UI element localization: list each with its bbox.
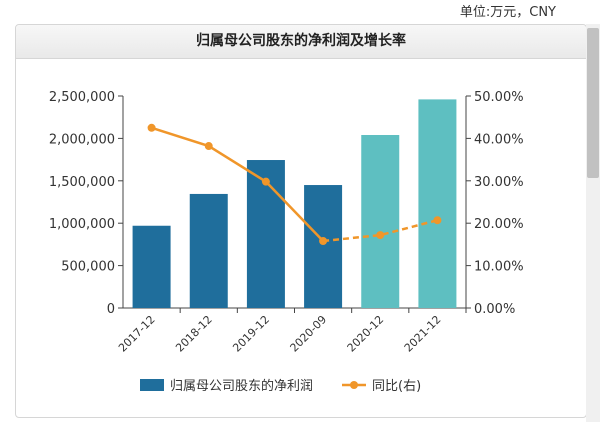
x-tick-label: 2017-12 [116, 313, 158, 355]
unit-label: 单位:万元，CNY [459, 5, 556, 20]
growth-line-actual [151, 126, 324, 242]
growth-point [376, 231, 385, 240]
y-right-tick-label: 20.00% [474, 217, 524, 232]
legend-marker-growth [350, 381, 358, 389]
bar [132, 225, 171, 308]
y-left-tick-label: 1,000,000 [49, 217, 115, 232]
legend-label-profit: 归属母公司股东的净利润 [170, 378, 313, 394]
bar [189, 193, 228, 308]
y-left-tick-label: 500,000 [61, 260, 115, 275]
y-left-tick-label: 2,000,000 [49, 132, 115, 147]
growth-point [319, 237, 328, 246]
y-left-tick-label: 1,500,000 [49, 175, 115, 190]
growth-point [147, 123, 156, 132]
scrollbar-thumb[interactable] [587, 28, 599, 178]
bar [361, 135, 400, 308]
x-tick-label: 2019-12 [230, 313, 272, 355]
x-tick-label: 2020-09 [288, 313, 330, 355]
y-left-tick-label: 2,500,000 [49, 90, 115, 105]
x-tick-label: 2018-12 [173, 313, 215, 355]
y-right-tick-label: 10.00% [474, 260, 524, 275]
growth-point [261, 177, 270, 186]
y-right-tick-label: 50.00% [474, 90, 524, 105]
legend-label-growth: 同比(右) [372, 379, 421, 394]
y-right-tick-label: 40.00% [474, 132, 524, 147]
x-tick-label: 2021-12 [402, 313, 444, 355]
chart-title: 归属母公司股东的净利润及增长率 [16, 25, 586, 59]
vertical-scrollbar[interactable] [586, 24, 600, 422]
growth-point [433, 216, 442, 225]
bar [304, 185, 343, 308]
legend-swatch-profit [140, 379, 164, 391]
x-tick-label: 2020-12 [345, 313, 387, 355]
y-right-tick-label: 30.00% [474, 175, 524, 190]
growth-point [204, 142, 213, 151]
bar [418, 99, 457, 308]
y-left-tick-label: 0 [107, 302, 115, 317]
y-right-tick-label: 0.00% [474, 302, 515, 317]
